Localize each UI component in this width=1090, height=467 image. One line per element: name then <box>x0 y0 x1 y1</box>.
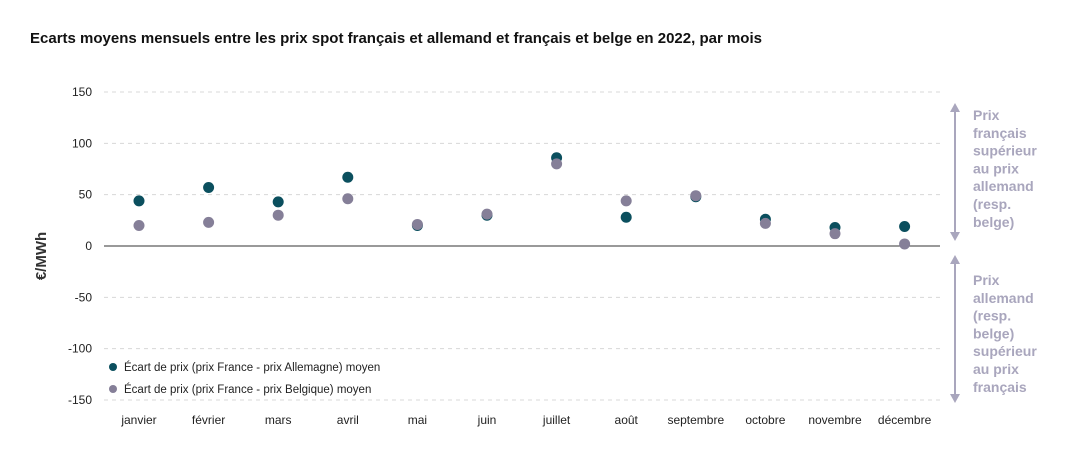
y-tick-label: 50 <box>79 188 93 202</box>
legend-label: Écart de prix (prix France - prix Belgiq… <box>124 383 371 396</box>
data-point-series-2 <box>481 208 493 220</box>
data-point-series-2 <box>133 219 145 231</box>
x-tick-label: novembre <box>808 413 862 427</box>
y-tick-label: -50 <box>75 290 93 304</box>
data-point-series-2 <box>690 190 702 202</box>
upper-annotation-line: Prix <box>973 107 1000 123</box>
data-point-series-2 <box>551 158 563 170</box>
x-tick-label: avril <box>337 413 359 427</box>
x-tick-label: janvier <box>120 413 156 427</box>
lower-annotation-line: supérieur <box>973 343 1037 359</box>
data-point-series-1 <box>899 220 911 232</box>
y-axis-label: €/MWh <box>33 232 50 280</box>
lower-annotation-line: Prix <box>973 272 1000 288</box>
lower-annotation-line: belge) <box>973 325 1014 341</box>
gridlines <box>104 91 940 401</box>
y-tick-label: 0 <box>85 239 92 253</box>
down-arrowhead-icon <box>950 232 960 241</box>
data-point-series-2 <box>203 216 215 228</box>
x-tick-label: décembre <box>878 413 932 427</box>
data-point-series-2 <box>759 217 771 229</box>
legend-label: Écart de prix (prix France - prix Allema… <box>124 361 380 374</box>
x-tick-label: octobre <box>745 413 785 427</box>
lower-annotation-line: allemand <box>973 290 1034 306</box>
data-point-series-2 <box>899 238 911 250</box>
lower-annotation-line: français <box>973 379 1027 395</box>
y-tick-label: -100 <box>68 342 92 356</box>
x-axis-ticks: janvier février mars avril mai juin juillet aoû… <box>120 413 931 427</box>
data-point-series-2 <box>411 218 423 230</box>
upper-annotation-line: supérieur <box>973 143 1037 159</box>
upper-annotation-line: belge) <box>973 214 1014 230</box>
x-tick-label: juin <box>477 413 497 427</box>
data-point-series-2 <box>272 209 284 221</box>
x-tick-label: février <box>192 413 225 427</box>
x-tick-label: mai <box>408 413 427 427</box>
data-point-series-1 <box>133 195 145 207</box>
up-arrowhead-icon <box>950 255 960 264</box>
up-arrowhead-icon <box>950 103 960 112</box>
y-axis-ticks: 150 100 50 0 -50 -100 -150 €/MWh <box>33 85 92 407</box>
y-tick-label: 100 <box>72 136 92 150</box>
data-point-series-2 <box>829 228 841 240</box>
x-tick-label: août <box>615 413 639 427</box>
y-tick-label: 150 <box>72 85 92 99</box>
data-point-series-1 <box>620 211 632 223</box>
data-point-series-1 <box>203 181 215 193</box>
data-point-series-2 <box>342 193 354 205</box>
x-tick-label: juillet <box>542 413 571 427</box>
chart-title: Ecarts moyens mensuels entre les prix sp… <box>30 30 762 47</box>
legend: Écart de prix (prix France - prix Allema… <box>109 361 380 396</box>
legend-marker <box>109 385 117 393</box>
lower-annotation-line: au prix <box>973 361 1019 377</box>
data-points <box>133 152 911 250</box>
upper-annotation-line: allemand <box>973 178 1034 194</box>
x-tick-label: mars <box>265 413 292 427</box>
upper-annotation-line: au prix <box>973 160 1019 176</box>
x-tick-label: septembre <box>667 413 724 427</box>
data-point-series-2 <box>620 195 632 207</box>
legend-marker <box>109 363 117 371</box>
data-point-series-1 <box>272 196 284 208</box>
data-point-series-1 <box>342 171 354 183</box>
lower-annotation-line: (resp. <box>973 308 1011 324</box>
y-tick-label: -150 <box>68 393 92 407</box>
upper-annotation-line: français <box>973 125 1027 141</box>
upper-annotation-line: (resp. <box>973 196 1011 212</box>
down-arrowhead-icon <box>950 394 960 403</box>
